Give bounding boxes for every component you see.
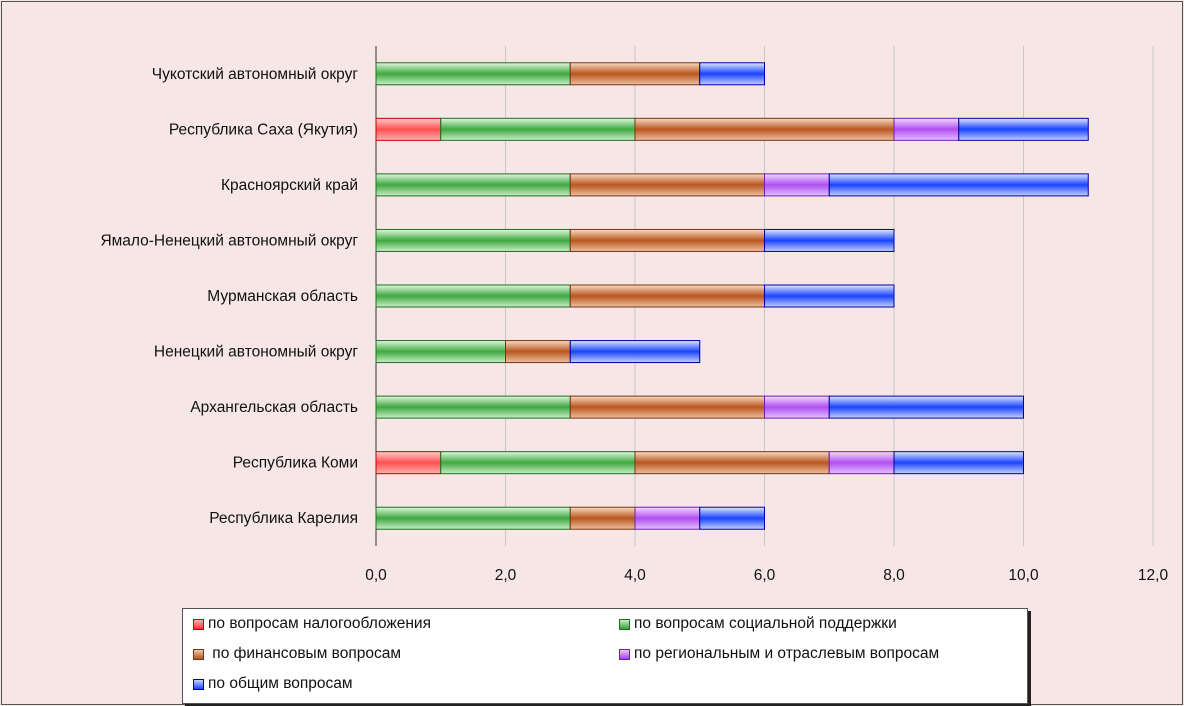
bar-segment (569, 284, 765, 308)
legend-label: по финансовым вопросам (208, 645, 402, 662)
legend-swatch (193, 618, 204, 630)
legend-label: по региональным и отраслевым вопросам (634, 645, 940, 662)
bar-segment (634, 451, 830, 475)
bar-segment (375, 340, 506, 364)
bar-segment (828, 173, 1089, 197)
bar-segment (569, 340, 701, 364)
bar-segment (634, 506, 701, 530)
bar-segment (375, 451, 442, 475)
bar-segment (375, 228, 571, 252)
bar-segment (375, 173, 571, 197)
bar-segment (958, 117, 1089, 141)
bar-segment (440, 451, 636, 475)
x-tick-label: 8,0 (883, 567, 905, 584)
x-tick-label: 6,0 (754, 567, 776, 584)
bar-segment (634, 117, 895, 141)
bar-segment (764, 173, 830, 197)
bar-segment (699, 506, 765, 530)
x-tick-label: 12,0 (1138, 567, 1169, 584)
legend-swatch (193, 648, 204, 660)
legend-item: по региональным и отраслевым вопросам (619, 645, 939, 663)
bar-segment (505, 340, 571, 364)
bar-segment (375, 117, 442, 141)
legend-swatch (619, 618, 630, 630)
legend-item: по общим вопросам (193, 675, 353, 693)
bar-segment (569, 395, 765, 419)
legend-item: по вопросам налогообложения (193, 615, 431, 633)
bar-segment (893, 451, 1024, 475)
x-tick-label: 2,0 (495, 567, 517, 584)
bar-segment (569, 173, 765, 197)
category-label: Республика Саха (Якутия) (169, 121, 358, 138)
category-label: Мурманская область (207, 288, 358, 305)
bar-segment (375, 62, 571, 86)
bar-segment (440, 117, 636, 141)
category-label: Чукотский автономный округ (152, 66, 359, 83)
bar-segment (569, 228, 765, 252)
legend-item: по вопросам социальной поддержки (619, 615, 897, 633)
bar-segment (375, 395, 571, 419)
bar-segment (893, 117, 960, 141)
legend-swatch (193, 678, 204, 690)
bar-segment (699, 62, 765, 86)
bar-segment (764, 284, 895, 308)
category-label: Ненецкий автономный округ (154, 344, 358, 361)
bar-segment (375, 506, 571, 530)
bar-segment (569, 62, 701, 86)
bar-segment (828, 395, 1024, 419)
x-tick-label: 0,0 (365, 567, 387, 584)
category-label: Архангельская область (190, 399, 358, 416)
bar-segment (375, 284, 571, 308)
bar-segment (764, 395, 830, 419)
category-label: Красноярский край (221, 177, 358, 194)
x-tick-label: 10,0 (1008, 567, 1039, 584)
legend-item: по финансовым вопросам (193, 645, 401, 663)
legend-label: по общим вопросам (208, 675, 353, 692)
category-label: Республика Карелия (209, 510, 358, 527)
legend: по вопросам налогообложения по вопросам … (182, 608, 1028, 704)
category-label: Ямало-Ненецкий автономный округ (100, 232, 358, 249)
bar-segment (569, 506, 636, 530)
bar-segment (764, 228, 895, 252)
legend-label: по вопросам налогообложения (208, 615, 431, 632)
legend-swatch (619, 648, 630, 660)
legend-label: по вопросам социальной поддержки (634, 615, 897, 632)
x-tick-label: 4,0 (624, 567, 646, 584)
category-label: Республика Коми (233, 455, 358, 472)
bar-segment (828, 451, 895, 475)
